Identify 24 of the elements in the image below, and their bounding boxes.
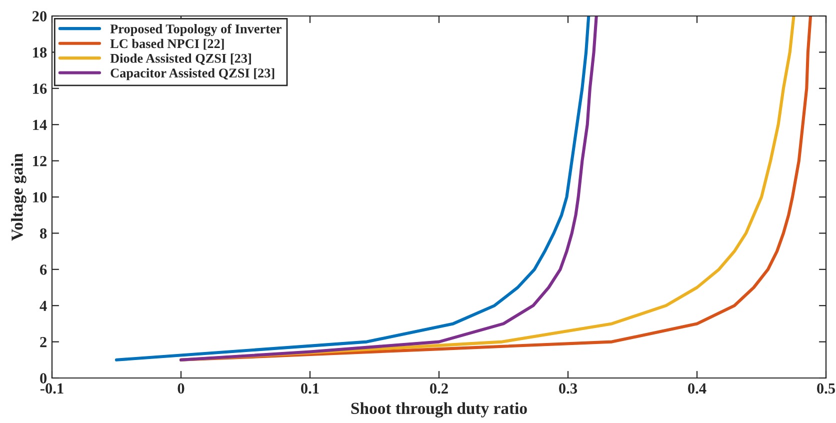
x-tick-label: 0 [178, 383, 184, 394]
y-axis-title: Voltage gain [11, 153, 26, 241]
y-tick-label: 4 [40, 300, 47, 311]
x-tick-label: 0.5 [817, 383, 835, 394]
y-tick-label: 0 [40, 373, 47, 384]
x-tick-label: 0.2 [430, 383, 448, 394]
y-tick-label: 6 [40, 264, 47, 275]
y-tick-label: 8 [40, 228, 47, 239]
y-tick-label: 18 [33, 47, 47, 58]
legend-label: LC based NPCI [22] [110, 38, 224, 50]
x-tick-label: -0.1 [40, 383, 64, 394]
y-tick-label: 12 [33, 156, 46, 166]
y-tick-label: 16 [33, 84, 47, 94]
y-tick-label: 14 [33, 120, 47, 130]
y-tick-label: 2 [40, 336, 46, 348]
x-tick-label: 0.3 [559, 383, 578, 394]
legend-label: Proposed Topology of Inverter [110, 24, 282, 36]
y-tick-label: 10 [33, 192, 47, 202]
legend-label: Diode Assisted QZSI [23] [110, 54, 251, 65]
x-tick-label: 0.1 [301, 383, 319, 394]
legend-label: Capacitor Assisted QZSI [23] [110, 68, 274, 80]
x-axis-title: Shoot through duty ratio [351, 402, 527, 418]
x-tick-label: 0.4 [688, 383, 706, 394]
y-tick-label: 20 [32, 11, 47, 22]
